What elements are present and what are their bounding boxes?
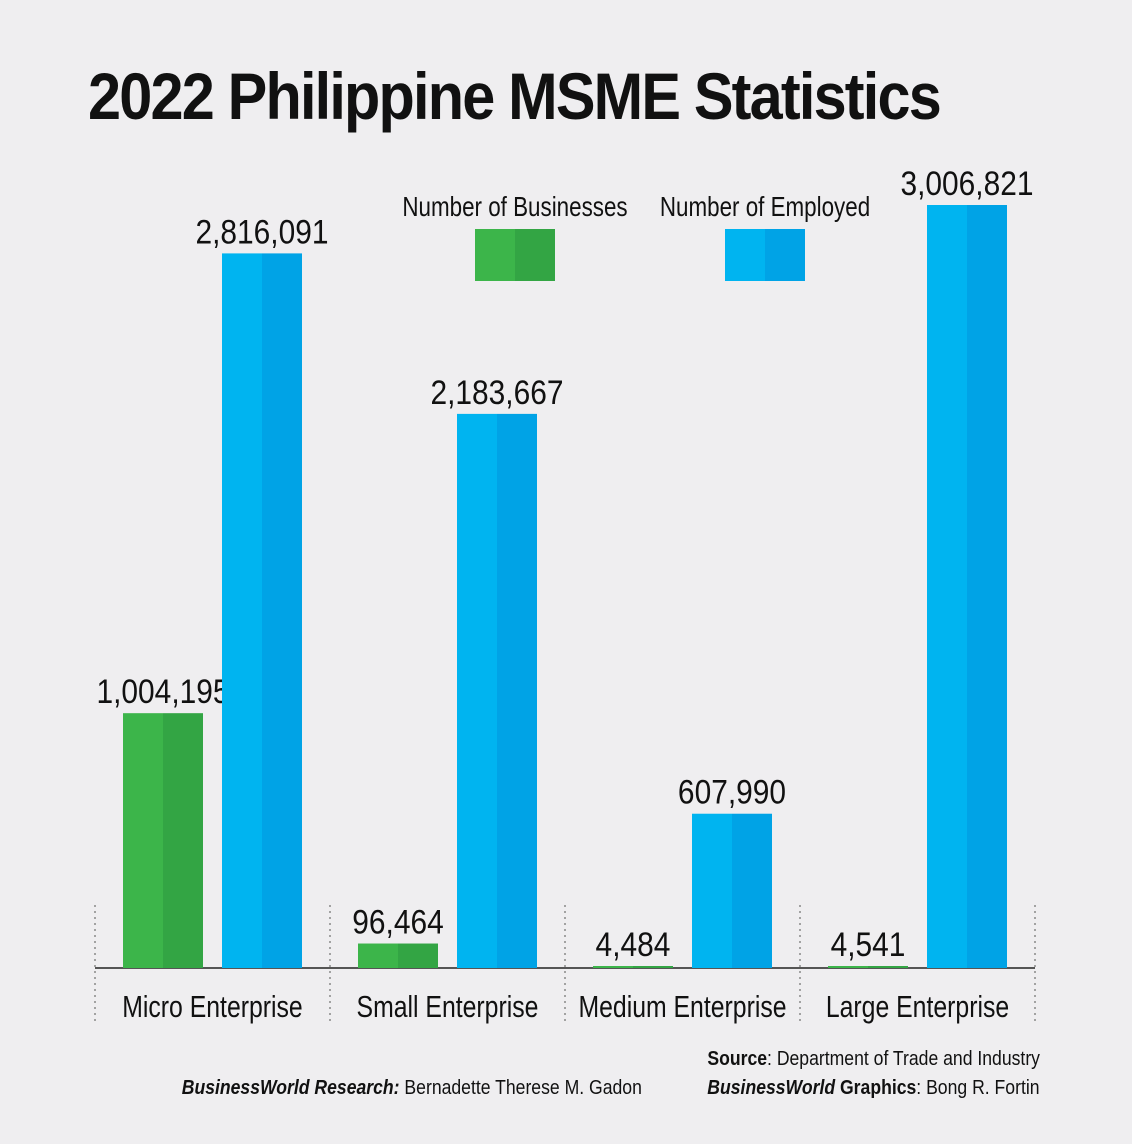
data-label: 96,464 <box>352 903 443 941</box>
bar-employed-left <box>692 813 732 968</box>
legend-swatch-right <box>765 229 805 281</box>
graphics-text: : Bong R. Fortin <box>916 1077 1040 1099</box>
bar-businesses-right <box>398 943 438 968</box>
data-label: 2,183,667 <box>430 373 563 411</box>
data-label: 3,006,821 <box>900 164 1033 202</box>
bar-employed-left <box>222 253 262 969</box>
bar-employed-left <box>927 205 967 968</box>
research-credit: BusinessWorld Research: Bernadette There… <box>182 1077 642 1100</box>
bar-businesses-left <box>123 713 163 968</box>
bar-businesses-left <box>828 966 868 968</box>
data-label: 4,484 <box>596 925 671 963</box>
data-label: 2,816,091 <box>195 213 328 251</box>
bar-businesses-right <box>868 966 908 968</box>
data-label: 4,541 <box>831 925 906 963</box>
graphics-credit: BusinessWorld Graphics: Bong R. Fortin <box>708 1077 1040 1100</box>
source-label: Source <box>707 1048 768 1070</box>
source-line: Source: Department of Trade and Industry <box>707 1048 1040 1071</box>
bar-employed-right <box>497 413 537 968</box>
bar-businesses-left <box>358 943 398 968</box>
legend-swatch-left <box>725 229 765 281</box>
bar-employed-right <box>262 253 302 969</box>
category-tick-label: Large Enterprise <box>826 989 1009 1023</box>
data-label: 607,990 <box>678 773 786 811</box>
category-tick-label: Medium Enterprise <box>578 989 786 1023</box>
bar-employed-right <box>967 205 1007 968</box>
research-label: BusinessWorld Research: <box>181 1077 400 1099</box>
graphics-label: Graphics <box>835 1077 917 1099</box>
data-label: 1,004,195 <box>96 672 229 710</box>
category-tick-label: Small Enterprise <box>357 989 539 1023</box>
bar-employed-left <box>457 413 497 968</box>
legend-swatch-left <box>475 229 515 281</box>
bar-employed-right <box>732 813 772 968</box>
bar-businesses-right <box>633 966 673 968</box>
category-tick-label: Micro Enterprise <box>122 989 302 1023</box>
bar-businesses-left <box>593 966 633 968</box>
source-text: : Department of Trade and Industry <box>767 1048 1040 1070</box>
research-text: Bernadette Therese M. Gadon <box>399 1077 642 1099</box>
legend-label: Number of Businesses <box>402 192 627 223</box>
legend-label: Number of Employed <box>660 192 870 223</box>
legend-swatch-right <box>515 229 555 281</box>
graphics-brand: BusinessWorld <box>707 1077 836 1099</box>
chart-title: 2022 Philippine MSME Statistics <box>88 59 942 133</box>
bar-businesses-right <box>163 713 203 968</box>
